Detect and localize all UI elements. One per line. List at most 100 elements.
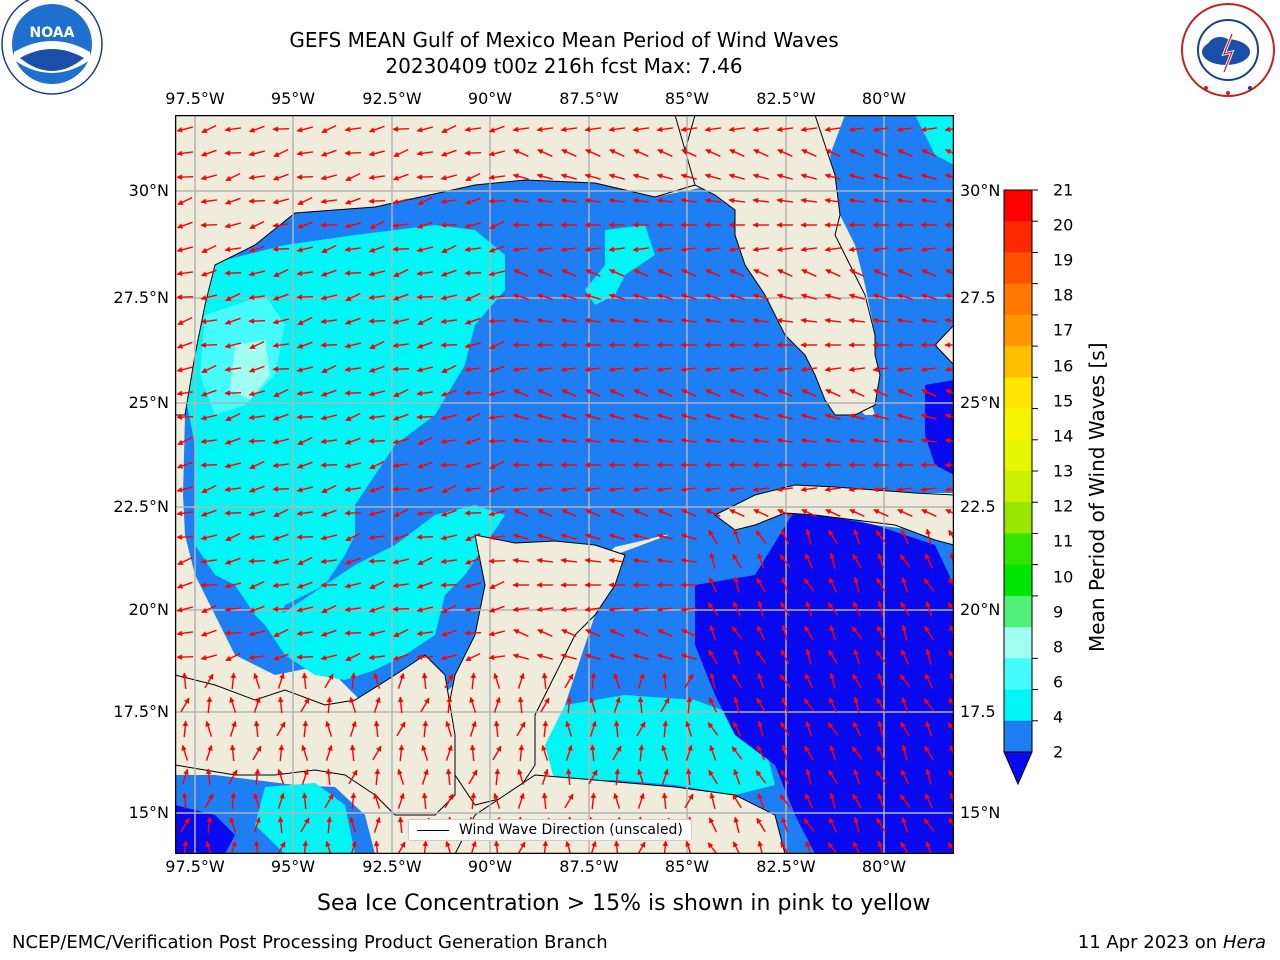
wind-arrow bbox=[608, 653, 625, 660]
wind-arrow bbox=[464, 462, 481, 469]
wind-arrow bbox=[200, 534, 217, 541]
wind-arrow bbox=[632, 293, 649, 300]
wind-arrow bbox=[444, 793, 454, 809]
lon-label-top: 80°W bbox=[861, 89, 907, 108]
wind-arrow bbox=[920, 197, 937, 204]
wind-arrow bbox=[176, 486, 193, 493]
colorbar-tick: 15 bbox=[1053, 391, 1074, 411]
lon-label-bottom: 87.5°W bbox=[559, 857, 619, 876]
wind-arrow bbox=[272, 318, 289, 325]
wind-arrow bbox=[349, 744, 356, 762]
wind-arrow bbox=[176, 581, 193, 589]
wind-arrow bbox=[296, 126, 313, 133]
wind-arrow bbox=[368, 654, 385, 661]
wind-arrow bbox=[465, 172, 481, 182]
wind-arrow bbox=[253, 840, 260, 854]
wind-arrow bbox=[493, 840, 500, 854]
wind-arrow bbox=[176, 270, 193, 277]
wind-arrow bbox=[848, 413, 865, 420]
wind-arrow bbox=[561, 269, 577, 277]
wind-arrow bbox=[704, 197, 721, 204]
wind-arrow bbox=[897, 389, 913, 397]
wind-arrow bbox=[804, 745, 814, 761]
wind-arrow bbox=[707, 602, 719, 616]
wind-arrow bbox=[349, 696, 357, 713]
wind-arrow bbox=[776, 437, 793, 444]
wind-arrow bbox=[300, 697, 310, 713]
wind-arrow bbox=[248, 510, 265, 517]
noaa-logo: NOAA bbox=[1, 0, 103, 95]
wind-arrow bbox=[896, 317, 913, 324]
wind-arrow bbox=[732, 601, 742, 617]
wind-arrow bbox=[302, 840, 309, 854]
wind-arrow bbox=[827, 602, 839, 616]
wind-arrow bbox=[584, 366, 601, 373]
wind-arrow bbox=[224, 270, 242, 276]
wind-arrow bbox=[733, 816, 740, 833]
wind-arrow bbox=[536, 533, 553, 540]
wind-arrow bbox=[923, 578, 935, 592]
wind-arrow bbox=[849, 149, 865, 157]
wind-arrow bbox=[249, 220, 265, 230]
wind-arrow bbox=[662, 720, 669, 738]
wind-arrow bbox=[731, 746, 743, 760]
wind-arrow bbox=[537, 149, 553, 157]
wind-arrow bbox=[757, 792, 765, 809]
wind-arrow bbox=[368, 485, 385, 493]
wind-arrow bbox=[585, 149, 601, 157]
wind-arrow bbox=[512, 413, 529, 420]
wind-arrow bbox=[512, 606, 529, 613]
wind-arrow bbox=[464, 342, 481, 349]
wind-arrow bbox=[248, 558, 266, 564]
colorbar-segment bbox=[1004, 720, 1032, 753]
wind-arrow bbox=[680, 366, 697, 373]
wind-arrow bbox=[873, 509, 889, 517]
wind-arrow bbox=[489, 220, 505, 230]
wind-arrow bbox=[302, 720, 309, 738]
lon-label-bottom: 95°W bbox=[270, 857, 316, 876]
wind-arrow bbox=[321, 124, 337, 134]
wind-arrow bbox=[752, 197, 769, 204]
wind-arrow bbox=[728, 486, 745, 493]
wind-arrow bbox=[876, 817, 886, 833]
wind-arrow bbox=[344, 557, 361, 565]
wind-arrow bbox=[733, 528, 741, 545]
wind-arrow bbox=[368, 318, 386, 324]
wind-arrow bbox=[776, 246, 793, 253]
wind-arrow bbox=[224, 606, 241, 613]
wind-arrow bbox=[584, 173, 601, 180]
wind-arrow bbox=[709, 552, 716, 569]
wind-arrow bbox=[324, 793, 334, 809]
wind-arrow bbox=[296, 294, 314, 300]
wind-arrow bbox=[632, 197, 649, 204]
wind-arrow bbox=[249, 580, 265, 590]
wind-arrow bbox=[176, 606, 193, 613]
wind-arrow bbox=[800, 126, 817, 133]
wind-arrow bbox=[493, 792, 501, 809]
wind-arrow bbox=[780, 601, 790, 617]
wind-arrow bbox=[201, 364, 217, 374]
wind-arrow bbox=[901, 576, 909, 593]
wind-arrow bbox=[608, 173, 625, 180]
wind-arrow bbox=[392, 533, 409, 541]
wind-arrow bbox=[608, 293, 625, 300]
wind-arrow bbox=[925, 720, 933, 737]
wind-arrow bbox=[609, 509, 625, 517]
wind-arrow bbox=[440, 222, 458, 228]
wind-arrow bbox=[608, 197, 625, 204]
wind-arrow bbox=[344, 126, 361, 133]
wind-arrow bbox=[344, 197, 361, 205]
wind-arrow bbox=[560, 413, 577, 420]
wind-arrow bbox=[296, 390, 313, 397]
wind-arrow bbox=[825, 509, 841, 517]
wind-arrow bbox=[350, 840, 357, 854]
wind-arrow bbox=[277, 672, 285, 689]
wind-arrow bbox=[662, 840, 669, 854]
wind-arrow bbox=[757, 672, 765, 689]
wind-arrow bbox=[493, 696, 501, 713]
wind-arrow bbox=[608, 437, 625, 444]
wind-arrow bbox=[205, 768, 212, 786]
wind-arrow bbox=[416, 390, 433, 397]
wind-arrow bbox=[253, 792, 261, 809]
wind-arrow bbox=[493, 720, 500, 738]
